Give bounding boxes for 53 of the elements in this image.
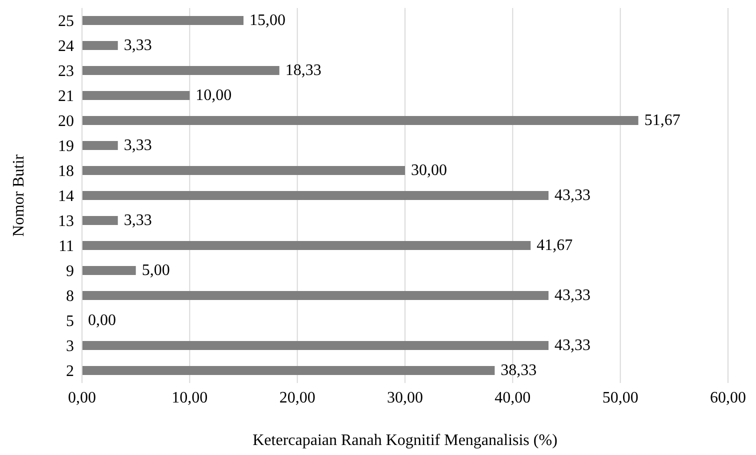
x-tick-label: 30,00	[387, 389, 423, 406]
bar	[82, 141, 118, 150]
y-tick-label: 11	[58, 238, 74, 256]
bar	[82, 341, 549, 350]
data-label: 3,33	[124, 37, 152, 54]
x-tick-label: 20,00	[279, 389, 316, 406]
bar	[82, 216, 118, 225]
y-tick-label: 23	[58, 63, 74, 80]
y-tick-label: 18	[58, 163, 74, 180]
data-label: 18,33	[285, 62, 322, 79]
data-label: 38,33	[500, 362, 537, 379]
bar	[82, 366, 495, 375]
y-tick-label: 9	[66, 263, 74, 280]
bar	[82, 66, 280, 75]
data-label: 5,00	[142, 262, 170, 279]
data-label: 43,33	[554, 287, 591, 304]
x-tick-label: 0,00	[68, 389, 96, 406]
x-tick-label: 40,00	[494, 389, 531, 406]
bar	[82, 166, 405, 175]
y-tick-label: 3	[66, 338, 74, 356]
data-label: 43,33	[554, 187, 591, 204]
y-axis-title: Nomor Butir	[10, 154, 28, 237]
data-label: 15,00	[250, 12, 286, 29]
data-label: 3,33	[124, 137, 152, 154]
data-label: 30,00	[411, 162, 447, 179]
y-tick-label: 21	[58, 88, 74, 106]
data-label: 0,00	[88, 312, 116, 329]
y-tick-label: 8	[66, 288, 74, 306]
y-tick-label: 19	[58, 138, 74, 156]
bar	[82, 241, 531, 250]
bar	[82, 91, 190, 100]
bar	[82, 191, 549, 200]
bar	[82, 291, 549, 300]
data-label: 10,00	[196, 87, 232, 104]
y-tick-label: 14	[58, 188, 74, 206]
x-axis-title: Ketercapaian Ranah Kognitif Menganalisis (%)	[252, 432, 558, 449]
x-tick-label: 60,00	[710, 389, 746, 406]
data-label: 51,67	[644, 112, 680, 129]
bar	[82, 266, 136, 275]
y-tick-label: 2	[66, 363, 74, 380]
y-tick-label: 25	[58, 13, 74, 30]
y-tick-label: 5	[66, 313, 74, 330]
bar	[82, 116, 638, 125]
y-tick-label: 20	[58, 113, 74, 130]
x-tick-label: 50,00	[602, 389, 638, 406]
data-label: 3,33	[124, 212, 152, 229]
bar	[82, 16, 244, 25]
x-tick-label: 10,00	[172, 389, 208, 406]
data-label: 41,67	[536, 237, 573, 254]
bar	[82, 41, 118, 50]
data-label: 43,33	[554, 337, 591, 354]
y-tick-label: 24	[58, 38, 74, 56]
y-tick-label: 13	[58, 213, 74, 230]
